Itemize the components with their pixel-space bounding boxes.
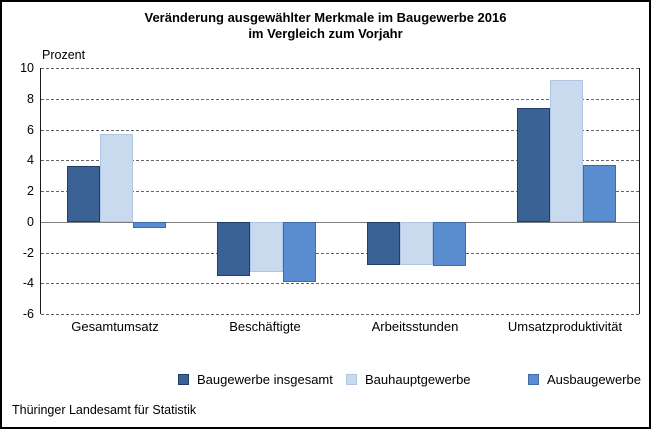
x-axis-label-gesamtumsatz: Gesamtumsatz <box>71 319 159 334</box>
bar-2-umsatzproduktivität <box>549 80 583 222</box>
y-tick-label--6: -6 <box>22 307 34 321</box>
bar-3-arbeitsstunden <box>432 221 466 267</box>
legend-swatch-ausbaugewerbe <box>528 374 539 385</box>
y-tick-label-8: 8 <box>27 91 34 106</box>
y-tick-label-0: 0 <box>27 214 34 229</box>
gridline-8 <box>41 98 639 100</box>
source-label: Thüringer Landesamt für Statistik <box>12 403 197 417</box>
bar-3-gesamtumsatz <box>132 221 166 228</box>
y-tick-label-6: 6 <box>27 122 34 137</box>
legend-item-bauhauptgewerbe: Bauhauptgewerbe <box>346 372 471 387</box>
gridline--2 <box>41 252 639 254</box>
legend-item-ausbaugewerbe: Ausbaugewerbe <box>528 372 641 387</box>
x-axis-label-arbeitsstunden: Arbeitsstunden <box>371 319 459 334</box>
bar-2-gesamtumsatz <box>99 134 133 222</box>
gridline--4 <box>41 283 639 285</box>
gridline-10 <box>41 68 639 69</box>
bar-1-umsatzproduktivität <box>516 107 550 222</box>
y-tick-label-2: 2 <box>27 184 34 198</box>
bar-2-arbeitsstunden <box>399 221 433 265</box>
zero-line <box>41 221 639 223</box>
y-tick-label--4: -4 <box>22 276 34 291</box>
plot-area <box>40 68 640 315</box>
legend-swatch-bauhauptgewerbe <box>346 374 357 385</box>
chart-title-line2: im Vergleich zum Vorjahr <box>248 26 403 41</box>
chart-title-line1: Veränderung ausgewählter Merkmale im Bau… <box>144 10 507 25</box>
y-tick-label--2: -2 <box>22 245 34 260</box>
bar-1-beschäftigte <box>216 221 250 276</box>
bar-1-arbeitsstunden <box>366 221 400 265</box>
y-tick-label-10: 10 <box>20 61 34 75</box>
x-axis-label-beschäftigte: Beschäftigte <box>229 319 301 334</box>
x-axis-label-umsatzproduktivität: Umsatzproduktivität <box>507 319 623 334</box>
legend-label: Baugewerbe insgesamt <box>197 372 333 387</box>
bar-3-beschäftigte <box>282 221 316 282</box>
legend-label: Bauhauptgewerbe <box>365 372 471 387</box>
y-tick-label-4: 4 <box>27 153 34 168</box>
bar-3-umsatzproduktivität <box>582 164 616 222</box>
chart-title: Veränderung ausgewählter Merkmale im Bau… <box>2 10 649 42</box>
bar-1-gesamtumsatz <box>66 166 100 222</box>
y-axis-unit-label: Prozent <box>42 48 86 62</box>
gridline--6 <box>41 314 639 315</box>
legend-item-baugewerbe-insgesamt: Baugewerbe insgesamt <box>178 372 333 387</box>
gridline-4 <box>41 160 639 162</box>
bar-2-beschäftigte <box>249 221 283 273</box>
legend-label: Ausbaugewerbe <box>547 372 641 387</box>
gridline-6 <box>41 129 639 131</box>
gridline-2 <box>41 191 639 192</box>
legend-swatch-baugewerbe-insgesamt <box>178 374 189 385</box>
